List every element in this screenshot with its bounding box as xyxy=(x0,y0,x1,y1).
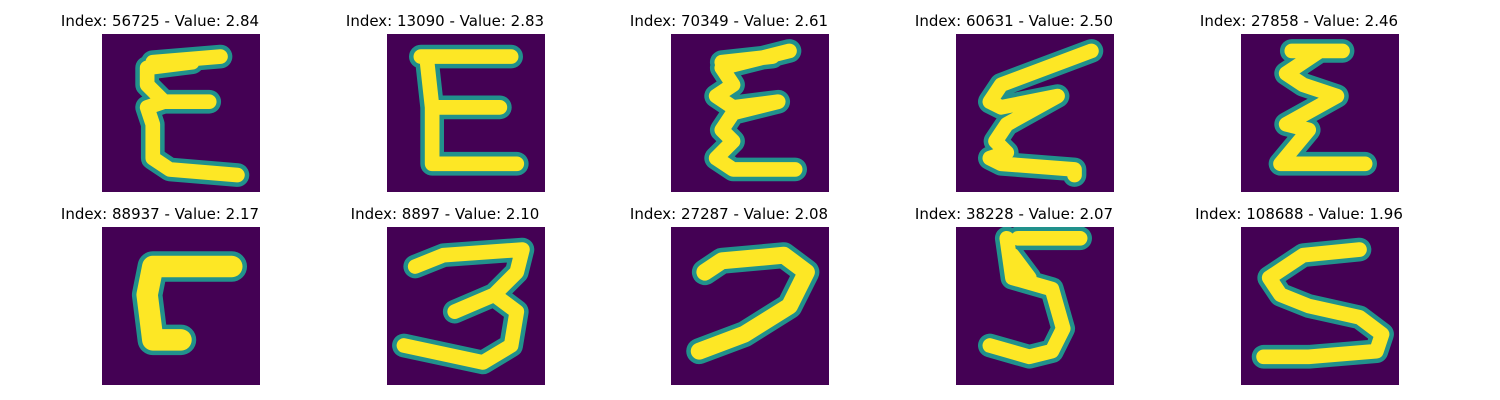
digit-image xyxy=(387,227,545,385)
panel-title: Index: 13090 - Value: 2.83 xyxy=(345,12,545,30)
digit-image xyxy=(102,227,260,385)
digit-image xyxy=(956,227,1114,385)
panel-title: Index: 38228 - Value: 2.07 xyxy=(914,205,1114,223)
digit-image xyxy=(671,34,829,192)
digit-image xyxy=(387,34,545,192)
digit-image xyxy=(102,34,260,192)
digit-image xyxy=(956,34,1114,192)
digit-image xyxy=(1241,227,1399,385)
panel-title: Index: 108688 - Value: 1.96 xyxy=(1195,205,1403,223)
panel-title: Index: 27287 - Value: 2.08 xyxy=(629,205,829,223)
panel-title: Index: 56725 - Value: 2.84 xyxy=(60,12,260,30)
panel-title: Index: 8897 - Value: 2.10 xyxy=(350,205,540,223)
digit-image xyxy=(671,227,829,385)
panel-title: Index: 27858 - Value: 2.46 xyxy=(1199,12,1399,30)
panel-title: Index: 88937 - Value: 2.17 xyxy=(60,205,260,223)
digit-image xyxy=(1241,34,1399,192)
panel-title: Index: 70349 - Value: 2.61 xyxy=(629,12,829,30)
panel-title: Index: 60631 - Value: 2.50 xyxy=(914,12,1114,30)
